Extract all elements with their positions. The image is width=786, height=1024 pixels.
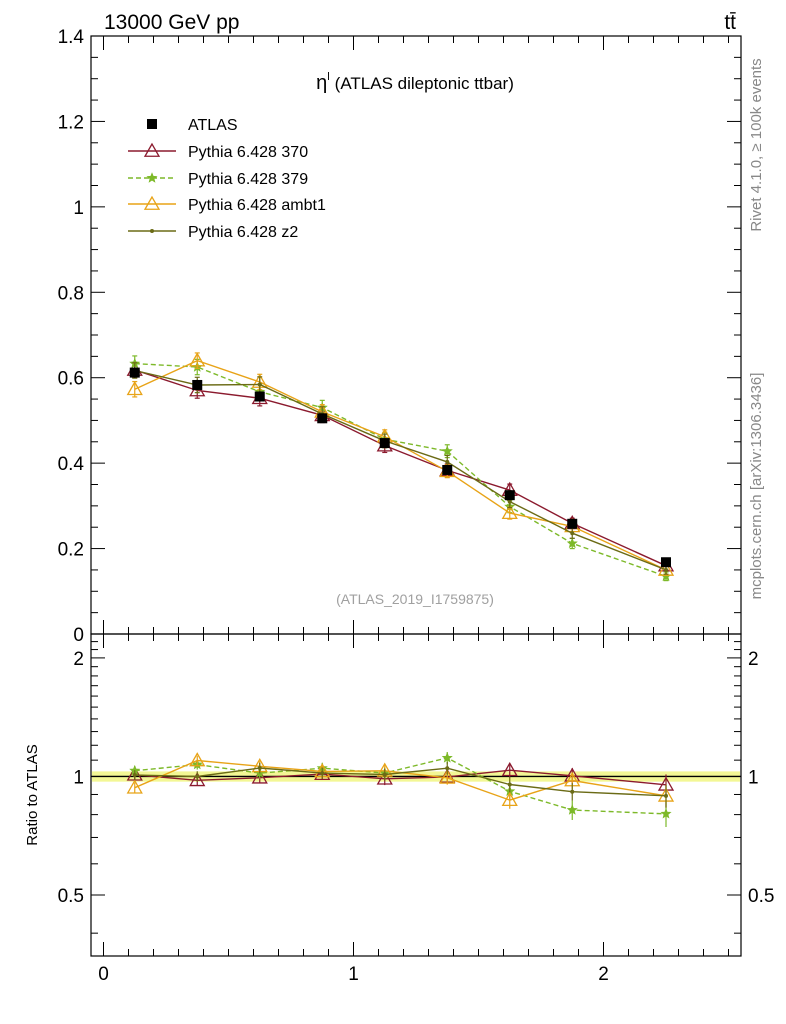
- series-ratio-point: [570, 789, 575, 794]
- series-ratio-point: [251, 769, 268, 784]
- series-ratio-point: [189, 752, 206, 767]
- y-tick-label: 1: [73, 198, 84, 219]
- y-tick-label: 0.2: [58, 540, 84, 561]
- series-point: [664, 567, 668, 572]
- series-line: [134, 369, 667, 567]
- y-tick-label: 0.8: [58, 283, 84, 304]
- legend-marker: [143, 195, 161, 210]
- series-ratio-point: [376, 770, 393, 785]
- x-tick-label: 2: [598, 964, 609, 985]
- series-point: [441, 445, 453, 456]
- mcplots-label: mcplots.cern.ch [arXiv:1306.3436]: [748, 373, 765, 600]
- series-point: [445, 459, 450, 464]
- ratio-tick-label-right: 0.5: [748, 886, 774, 907]
- series-point: [189, 352, 206, 367]
- legend-label: Pythia 6.428 z2: [188, 224, 298, 241]
- series-point: [570, 531, 575, 536]
- legend-marker-atlas: [147, 119, 157, 129]
- legend-label: Pythia 6.428 370: [188, 144, 308, 161]
- series-ratio-point: [132, 773, 137, 778]
- series-point: [566, 537, 578, 549]
- series-ratio-point: [445, 766, 450, 771]
- series-ratio-point: [501, 791, 518, 807]
- series-point: [257, 382, 262, 387]
- data-point: [442, 464, 453, 475]
- series-ratio-point: [195, 774, 200, 779]
- series-point: [507, 499, 512, 504]
- legend: ATLAS Pythia 6.428 370 Pythia 6.428 379 Pyt…: [128, 117, 326, 241]
- data-point: [504, 490, 515, 501]
- legend-label: Pythia 6.428 ambt1: [188, 197, 326, 214]
- series-ratio-point: [441, 752, 453, 763]
- axis-ticks: 0 0.2 0.4 0.6 0.8 1 1.2 1.4 0 1 2 0.5 0.5 1 1 2 2: [58, 27, 775, 985]
- legend-marker: [143, 142, 161, 157]
- ratio-tick-label: 2: [73, 649, 84, 670]
- ratio-tick-label: 1: [73, 767, 84, 788]
- series-line: [134, 362, 667, 577]
- series-ratio-point: [664, 793, 668, 798]
- analysis-watermark: (ATLAS_2019_I1759875): [336, 591, 494, 607]
- x-tick-label: 0: [98, 964, 109, 985]
- ratio-panel-frame: [90, 633, 742, 957]
- series-2: [126, 352, 675, 809]
- series-ratio-point: [501, 761, 518, 777]
- series-ratio-point: [320, 771, 325, 776]
- series-point: [126, 380, 143, 396]
- process-label: tt̄: [724, 11, 736, 34]
- energy-label: 13000 GeV pp: [104, 11, 239, 34]
- series-ratio-point: [257, 766, 262, 771]
- y-tick-label: 1.2: [58, 112, 84, 133]
- data-series: [129, 367, 671, 568]
- y-tick-label: 0: [73, 625, 84, 646]
- legend-marker: [150, 229, 154, 233]
- y-tick-label: 1.4: [58, 27, 85, 48]
- series-ratio-point: [507, 782, 512, 787]
- ratio-tick-label-right: 2: [748, 649, 759, 670]
- ratio-tick-label: 0.5: [58, 886, 84, 907]
- series-ratio-point: [566, 804, 578, 815]
- legend-label: Pythia 6.428 379: [188, 171, 308, 188]
- y-tick-label: 0.4: [58, 454, 85, 475]
- series-3: [132, 362, 669, 808]
- series-layer: [126, 352, 675, 828]
- series-0: [126, 361, 675, 796]
- rivet-label: Rivet 4.1.0, ≥ 100k events: [748, 58, 765, 231]
- series-ratio-point: [439, 769, 456, 784]
- series-ratio-point: [382, 772, 387, 777]
- data-point: [567, 518, 578, 529]
- legend-label-atlas: ATLAS: [188, 117, 238, 134]
- y-tick-label: 0.6: [58, 369, 84, 390]
- data-point: [317, 413, 328, 424]
- series-ratio-point: [189, 771, 206, 787]
- data-point: [254, 391, 265, 402]
- data-point: [379, 438, 390, 449]
- series-point: [501, 504, 518, 520]
- legend-marker: [146, 172, 158, 183]
- ratio-y-label: Ratio to ATLAS: [24, 744, 41, 845]
- data-point: [129, 367, 140, 378]
- series-ratio-point: [126, 779, 143, 794]
- ratio-tick-label-right: 1: [748, 767, 759, 788]
- data-point: [192, 379, 203, 390]
- x-tick-label: 1: [348, 964, 359, 985]
- chart-title: ηl (ATLAS dileptonic ttbar): [316, 71, 514, 94]
- data-point: [661, 557, 671, 568]
- series-ratio-line: [134, 757, 667, 815]
- series-ratio-point: [660, 808, 672, 819]
- series-line: [134, 369, 667, 571]
